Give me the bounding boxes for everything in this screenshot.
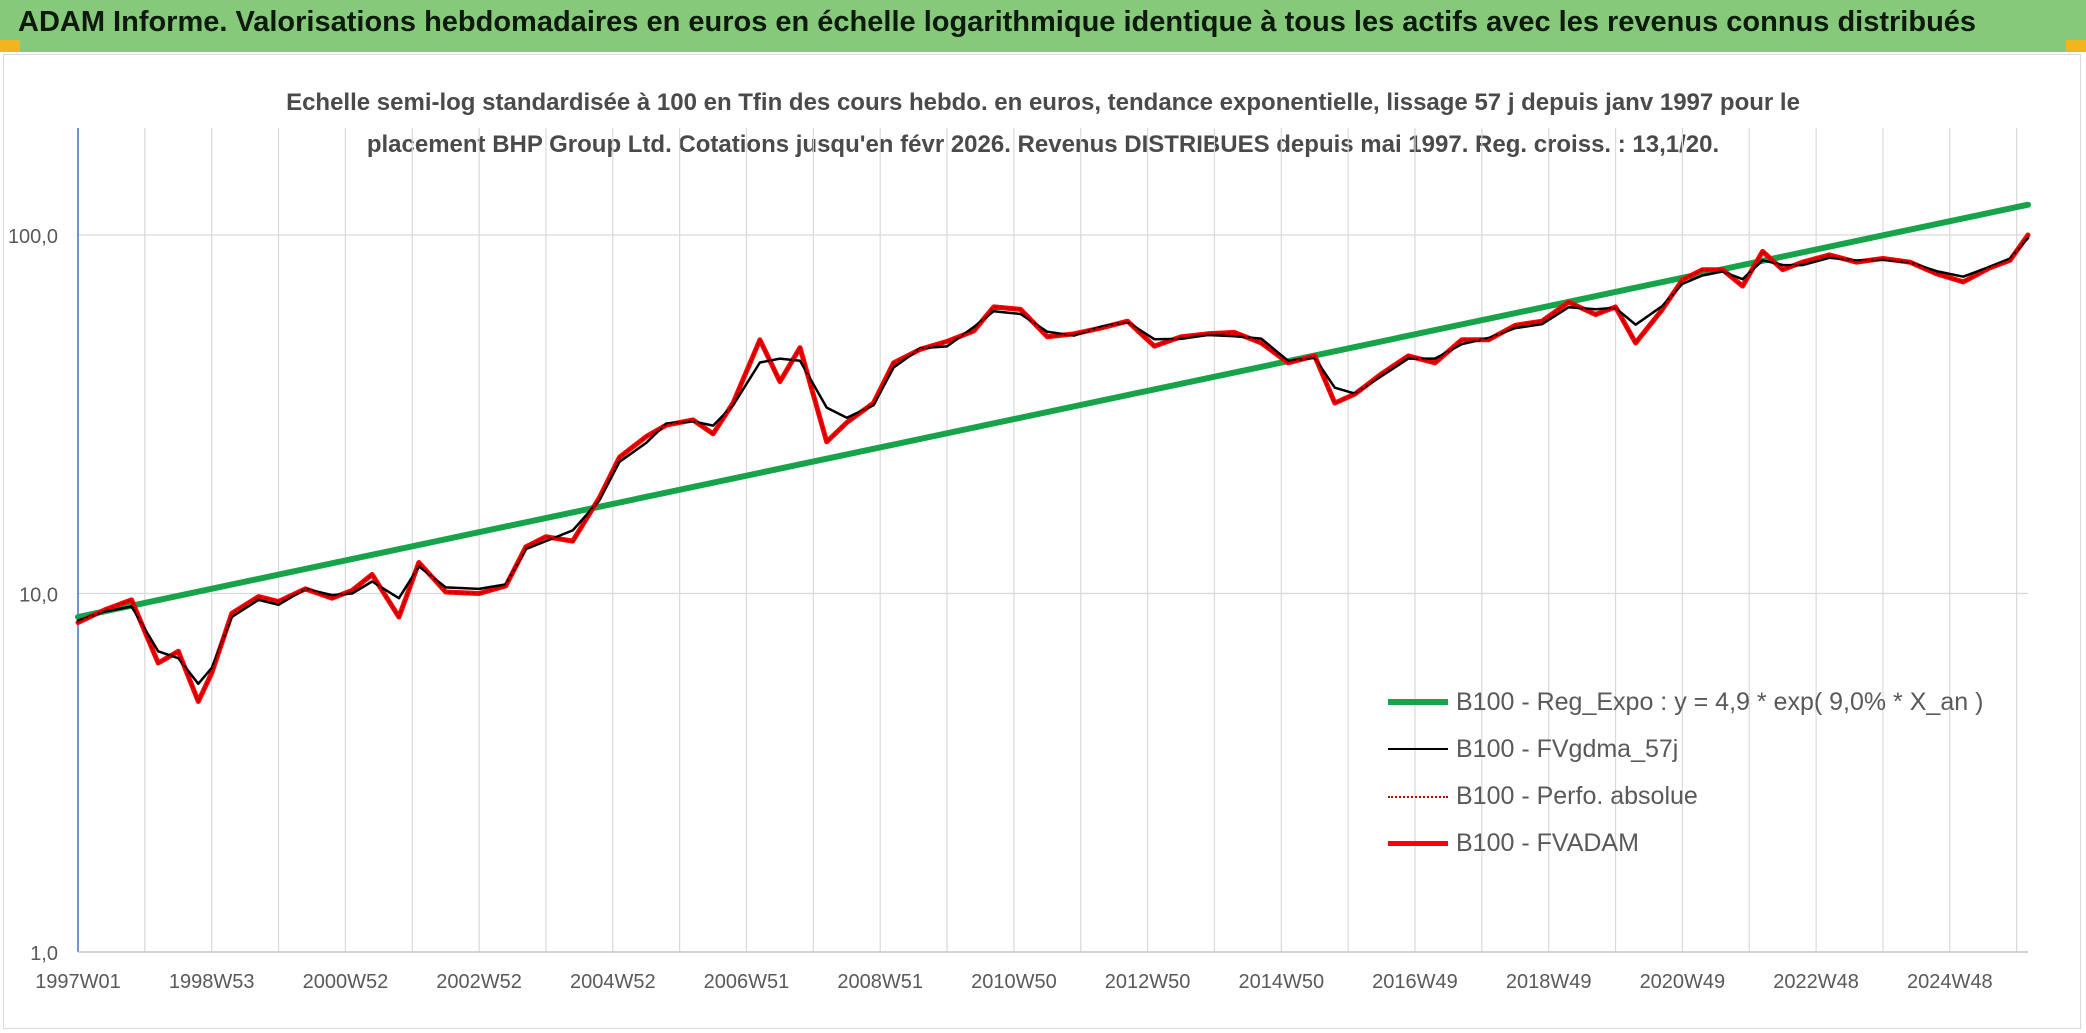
x-tick-label: 2024W48 xyxy=(1907,971,1993,993)
x-tick-label: 2014W50 xyxy=(1238,971,1324,993)
y-tick-label: 10,0 xyxy=(19,585,58,607)
x-tick-label: 2016W49 xyxy=(1372,971,1458,993)
x-tick-label: 2018W49 xyxy=(1506,971,1592,993)
chart-title-line-1: Echelle semi-log standardisée à 100 en T… xyxy=(286,89,1800,116)
x-tick-label: 2012W50 xyxy=(1105,971,1191,993)
x-tick-label: 2002W52 xyxy=(436,971,522,993)
series-line-1 xyxy=(76,236,2030,686)
y-tick-label: 100,0 xyxy=(8,226,58,248)
x-tick-label: 1998W53 xyxy=(169,971,255,993)
legend-swatch xyxy=(1388,747,1448,751)
series-line-3 xyxy=(75,232,2031,704)
y-tick-label: 1,0 xyxy=(30,943,58,965)
corner-accent-top-left xyxy=(0,40,20,52)
legend-swatch xyxy=(1388,840,1448,846)
legend-swatch xyxy=(1388,796,1448,798)
legend-label: B100 - Perfo. absolue xyxy=(1456,782,1698,810)
x-tick-label: 2004W52 xyxy=(570,971,656,993)
x-tick-label: 2000W52 xyxy=(303,971,389,993)
x-tick-label: 2022W48 xyxy=(1773,971,1859,993)
axes: 1,0 10,0 100,0 1997W01 1998W53 2000W52 2002W52… xyxy=(8,128,2028,993)
report-title: ADAM Informe. Valorisations hebdomadaire… xyxy=(18,6,1977,38)
legend-swatch xyxy=(1388,699,1448,705)
x-tick-label: 2010W50 xyxy=(971,971,1057,993)
legend-label: B100 - Reg_Expo : y = 4,9 * exp( 9,0% * … xyxy=(1456,688,1984,716)
series-line-0 xyxy=(75,201,2031,620)
chart-title-line-2: placement BHP Group Ltd. Cotations jusqu… xyxy=(366,131,1720,158)
legend-label: B100 - FVADAM xyxy=(1456,829,1639,857)
grid xyxy=(77,128,2028,953)
chart-frame xyxy=(3,54,2081,1029)
report-header: ADAM Informe. Valorisations hebdomadaire… xyxy=(0,0,2086,52)
corner-accent-top-right xyxy=(2066,40,2086,52)
x-tick-label: 1997W01 xyxy=(35,971,121,993)
series-line-2 xyxy=(77,234,2029,703)
x-tick-label: 2008W51 xyxy=(837,971,923,993)
legend-label: B100 - FVgdma_57j xyxy=(1456,735,1679,763)
x-tick-label: 2020W49 xyxy=(1640,971,1726,993)
series xyxy=(75,201,2031,704)
x-tick-label: 2006W51 xyxy=(704,971,790,993)
